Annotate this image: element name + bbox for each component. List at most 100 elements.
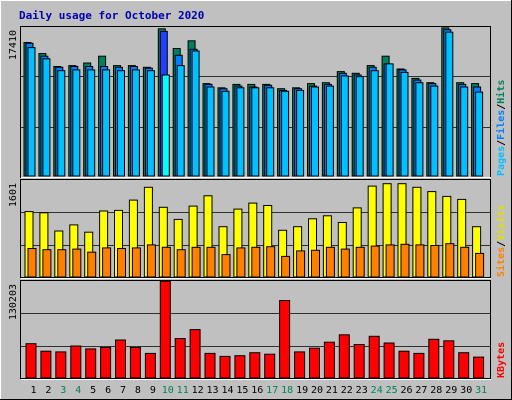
legend-files: Files (495, 110, 507, 140)
kbytes-bar (443, 340, 455, 379)
kbytes-bar (383, 342, 395, 379)
sites-bar (206, 246, 216, 278)
kbytes-bar (294, 351, 306, 379)
panel-bottom (20, 280, 491, 380)
pages-bar (340, 75, 349, 177)
kbytes-bar (338, 334, 350, 379)
x-tick-label: 31 (475, 385, 487, 396)
x-tick-label: 27 (415, 385, 427, 396)
x-tick-label: 28 (430, 385, 442, 396)
pages-bar (27, 47, 36, 177)
sites-bar (191, 246, 201, 278)
pages-bar (161, 74, 170, 177)
x-tick-label: 21 (326, 385, 338, 396)
kbytes-bar (115, 339, 126, 379)
panel-middle (20, 179, 491, 279)
pages-bar (146, 70, 155, 177)
sites-bar (251, 246, 261, 278)
sites-bar (385, 244, 395, 278)
x-tick-label: 20 (311, 385, 323, 396)
kbytes-bar (70, 345, 82, 379)
pages-bar (117, 70, 125, 177)
x-tick-label: 1 (30, 385, 36, 396)
sites-bar (475, 252, 485, 278)
legend-separator: / (496, 140, 507, 146)
x-tick-label: 30 (460, 385, 472, 396)
top-legend: Pages/Files/Hits (495, 80, 507, 176)
pages-bar (251, 87, 260, 177)
legend-kbytes: KBytes (496, 342, 507, 378)
sites-bar (340, 248, 350, 278)
legend-separator: / (496, 104, 507, 110)
x-tick-label: 10 (162, 385, 174, 396)
sites-bar (176, 249, 186, 278)
sites-bar (325, 246, 335, 278)
pages-bar (191, 50, 200, 177)
middle-legend: Sites/Visits (495, 205, 507, 277)
kbytes-bar (159, 280, 171, 379)
x-tick-label: 13 (206, 385, 218, 396)
kbytes-bar (174, 338, 186, 379)
kbytes-bar (428, 338, 440, 379)
sites-bar (430, 245, 440, 278)
pages-bar (311, 86, 319, 177)
sites-bar (400, 243, 410, 278)
x-tick-label: 23 (356, 385, 368, 396)
kbytes-bar (85, 348, 97, 379)
pages-bar (430, 85, 439, 177)
pages-bar (281, 90, 290, 177)
sites-bar (221, 254, 231, 278)
sites-bar (146, 244, 156, 278)
sites-bar (311, 249, 320, 278)
x-tick-label: 14 (221, 385, 233, 396)
kbytes-bar (458, 352, 470, 379)
pages-bar (221, 90, 230, 177)
x-tick-label: 4 (75, 385, 81, 396)
kbytes-bar (353, 344, 365, 379)
x-tick-label: 29 (445, 385, 457, 396)
x-tick-label: 7 (120, 385, 126, 396)
kbytes-bar (264, 353, 276, 379)
x-tick-label: 12 (192, 385, 204, 396)
x-tick-label: 11 (177, 385, 189, 396)
kbytes-bar (55, 351, 67, 379)
pages-bar (325, 85, 334, 177)
pages-bar (42, 58, 51, 177)
sites-bar (27, 248, 37, 278)
pages-bar (102, 69, 111, 177)
kbytes-bar (189, 329, 201, 379)
sites-bar (355, 246, 365, 278)
panel-bottom-bars (25, 280, 485, 379)
sites-bar (131, 247, 141, 278)
pages-bar (131, 69, 140, 177)
kbytes-bar (40, 350, 52, 379)
panel-top-bars (23, 27, 484, 177)
kbytes-bar (204, 352, 216, 379)
pages-bar (460, 86, 469, 177)
sites-bar (296, 250, 306, 278)
kbytes-bar (219, 355, 231, 379)
sites-bar (42, 249, 52, 278)
legend-sites: Sites (495, 247, 507, 277)
pages-bar (57, 70, 66, 177)
kbytes-bar (234, 355, 246, 379)
sites-bar (102, 247, 112, 278)
pages-bar (296, 89, 305, 177)
bottom-ymax-label: 130203 (8, 284, 19, 320)
kbytes-bar (279, 300, 291, 379)
pages-bar (445, 31, 454, 177)
kbytes-bar (249, 352, 261, 379)
sites-bar (117, 248, 126, 278)
sites-bar (161, 246, 171, 278)
x-tick-label: 19 (296, 385, 308, 396)
sites-bar (460, 246, 470, 278)
kbytes-bar (368, 335, 380, 379)
sites-bar (236, 247, 246, 278)
kbytes-bar (25, 343, 37, 379)
x-tick-label: 26 (400, 385, 412, 396)
x-tick-label: 18 (281, 385, 293, 396)
pages-bar (400, 71, 409, 177)
pages-bar (385, 63, 394, 177)
sites-bar (266, 246, 276, 278)
x-tick-label: 3 (60, 385, 66, 396)
